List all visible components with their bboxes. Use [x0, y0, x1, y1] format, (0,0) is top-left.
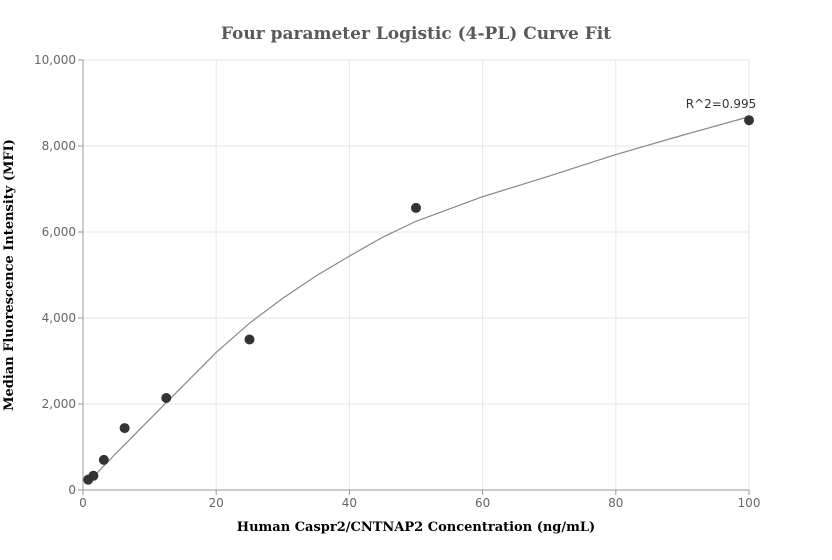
y-tick-label: 2,000 — [42, 397, 76, 411]
data-point — [244, 334, 255, 345]
x-axis-title: Human Caspr2/CNTNAP2 Concentration (ng/m… — [237, 520, 595, 535]
data-point — [119, 423, 130, 434]
axes: 0 2,000 4,000 6,000 8,000 10,000 0 20 40 60 80 100 — [34, 53, 760, 510]
grid-lines — [83, 59, 750, 490]
fit-curve — [85, 116, 750, 484]
y-tick-label: 10,000 — [34, 53, 76, 67]
y-tick-label: 6,000 — [42, 225, 76, 239]
fit-curve-layer — [85, 116, 750, 484]
x-tick-label: 80 — [608, 496, 623, 510]
y-axis-title: Median Fluorescence Intensity (MFI) — [2, 139, 17, 411]
data-point — [411, 202, 421, 213]
data-point — [161, 392, 172, 403]
data-point — [744, 115, 754, 126]
x-tick-label: 20 — [209, 496, 224, 510]
y-tick-label: 0 — [68, 483, 76, 497]
data-point — [88, 470, 99, 481]
r-squared-annotation: R^2=0.995 — [686, 97, 756, 111]
x-tick-label: 100 — [738, 496, 761, 510]
x-tick-label: 40 — [342, 496, 357, 510]
annotations-layer: R^2=0.995 — [686, 97, 756, 111]
chart-title: Four parameter Logistic (4-PL) Curve Fit — [221, 24, 611, 44]
y-tick-label: 8,000 — [42, 139, 76, 153]
x-tick-label: 0 — [79, 496, 87, 510]
data-point — [98, 454, 109, 465]
data-points-layer — [83, 115, 754, 485]
y-tick-label: 4,000 — [42, 311, 76, 325]
x-tick-label: 60 — [475, 496, 490, 510]
